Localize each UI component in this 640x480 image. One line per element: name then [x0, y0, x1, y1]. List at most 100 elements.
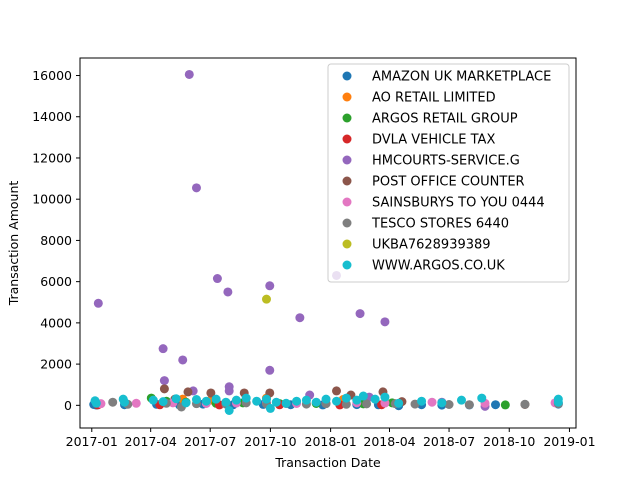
y-axis: 0 2000 4000 6000 8000 10000 12000 14000 16000 [32, 68, 80, 413]
data-point [271, 397, 281, 407]
data-point [191, 183, 201, 193]
legend-marker [342, 155, 352, 165]
y-tick-label: 2000 [40, 357, 72, 372]
data-point [171, 394, 181, 404]
data-point [358, 391, 368, 401]
data-point [553, 397, 563, 407]
data-point [370, 394, 380, 404]
legend-marker [342, 176, 352, 186]
data-point [184, 69, 194, 79]
data-point [427, 397, 437, 407]
legend-label: SAINSBURYS TO YOU 0444 [372, 196, 545, 211]
data-point [332, 396, 342, 406]
data-point [444, 400, 454, 409]
y-tick-label: 16000 [32, 68, 72, 83]
legend-marker [342, 92, 352, 102]
data-point [341, 393, 351, 403]
y-tick-label: 12000 [32, 150, 72, 165]
x-tick-label: 2018-07 [423, 434, 475, 449]
y-tick-label: 6000 [40, 274, 72, 289]
data-point [212, 274, 222, 284]
y-tick-label: 8000 [40, 233, 72, 248]
x-tick-label: 2017-04 [125, 434, 177, 449]
y-tick-label: 10000 [32, 192, 72, 207]
x-tick-label: 2018-10 [483, 434, 535, 449]
legend-label: UKBA7628939389 [372, 238, 491, 253]
data-point [477, 393, 487, 403]
legend-marker [342, 134, 352, 144]
y-tick-label: 4000 [40, 315, 72, 330]
x-axis-title: Transaction Date [274, 455, 381, 470]
data-point [201, 396, 211, 406]
data-point [265, 281, 275, 291]
data-point [321, 394, 331, 404]
data-point [159, 376, 169, 386]
data-point [281, 398, 291, 408]
data-point [380, 392, 390, 402]
data-point [221, 397, 231, 407]
data-point [301, 395, 311, 405]
legend-label: POST OFFICE COUNTER [372, 175, 525, 190]
data-point [181, 398, 191, 408]
data-point [224, 386, 234, 396]
x-tick-label: 2017-10 [244, 434, 296, 449]
data-point [91, 398, 101, 408]
legend: AMAZON UK MARKETPLACE AO RETAIL LIMITED AR… [327, 63, 570, 283]
data-point [108, 397, 118, 407]
data-point [500, 400, 510, 410]
data-point [265, 403, 275, 413]
y-tick-label: 14000 [32, 109, 72, 124]
data-point [520, 399, 530, 409]
data-point [355, 309, 365, 319]
x-tick-label: 2019-01 [543, 434, 595, 449]
data-point [352, 395, 362, 405]
data-point [159, 384, 169, 394]
data-point [252, 396, 262, 406]
data-point [437, 398, 447, 408]
x-axis: 2017-01 2017-04 2017-07 2017-10 2018-01 2018-… [66, 428, 596, 449]
legend-box [327, 63, 570, 283]
data-point [261, 294, 271, 304]
data-point [211, 394, 221, 404]
legend-label: AO RETAIL LIMITED [372, 91, 496, 106]
data-point [292, 396, 302, 406]
data-point [231, 395, 241, 405]
data-point [158, 344, 168, 354]
data-point [120, 397, 129, 407]
legend-marker [342, 197, 352, 207]
data-point [295, 313, 305, 323]
data-point [464, 400, 474, 410]
legend-label: WWW.ARGOS.CO.UK [372, 259, 505, 274]
legend-label: TESCO STORES 6440 [371, 217, 509, 232]
data-point [394, 398, 404, 408]
y-tick-label: 0 [64, 398, 72, 413]
x-tick-label: 2018-01 [305, 434, 357, 449]
data-point [332, 386, 342, 396]
x-tick-label: 2017-01 [66, 434, 118, 449]
data-point [341, 399, 351, 409]
data-point [241, 393, 251, 403]
data-point [417, 396, 427, 406]
legend-marker [342, 218, 352, 228]
legend-marker [342, 71, 352, 81]
legend-label: DVLA VEHICLE TAX [372, 133, 495, 148]
points-layer [89, 69, 563, 415]
y-axis-title: Transaction Amount [6, 181, 21, 307]
data-point [265, 365, 275, 375]
legend-marker [342, 260, 352, 270]
legend-label: AMAZON UK MARKETPLACE [372, 70, 551, 85]
data-point [362, 399, 372, 409]
legend-marker [342, 113, 352, 123]
data-point [311, 397, 321, 407]
data-point [380, 317, 390, 327]
data-point [148, 395, 158, 405]
legend-label: HMCOURTS-SERVICE.G [372, 154, 520, 169]
data-point [183, 387, 193, 397]
data-point [93, 298, 103, 308]
data-point [131, 398, 141, 408]
data-point [261, 394, 271, 404]
data-point [224, 405, 234, 415]
data-point [206, 388, 216, 398]
data-point [191, 395, 201, 405]
